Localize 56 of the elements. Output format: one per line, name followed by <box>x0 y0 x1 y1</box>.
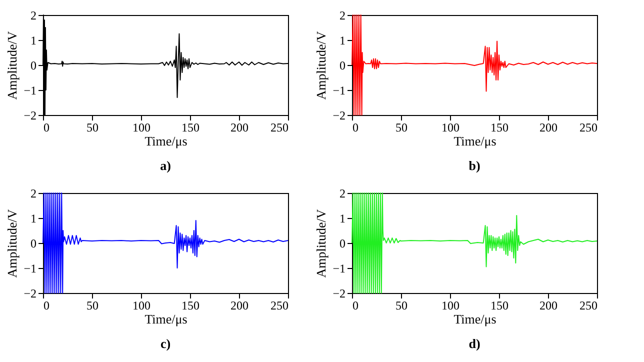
x-tick-label: 200 <box>540 120 558 134</box>
x-tick-label: 50 <box>86 120 98 134</box>
x-tick-label: 150 <box>182 298 200 312</box>
y-tick-label: 0 <box>30 236 36 250</box>
x-tick-label: 0 <box>352 120 358 134</box>
x-tick-label: 250 <box>580 120 598 134</box>
x-axis-title: Time/μs <box>144 312 188 326</box>
x-axis-title: Time/μs <box>454 312 496 326</box>
y-axis-title: Amplitude/V <box>4 30 20 100</box>
x-tick-label: 200 <box>540 298 558 312</box>
x-axis-title: Time/μs <box>144 134 188 148</box>
y-tick-label: −2 <box>24 286 36 300</box>
y-tick-label: 2 <box>30 186 36 200</box>
y-axis-title: Amplitude/V <box>4 208 20 278</box>
y-tick-label: 1 <box>30 212 36 226</box>
text: c) <box>160 336 171 351</box>
y-tick-label: −2 <box>332 108 346 122</box>
y-tick-label: 0 <box>30 58 36 72</box>
x-tick-label: 100 <box>442 120 460 134</box>
x-tick-label: 200 <box>230 298 248 312</box>
y-tick-label: 2 <box>340 8 346 22</box>
y-tick-label: −2 <box>332 286 346 300</box>
y-tick-label: 2 <box>340 186 346 200</box>
text: d) <box>468 336 480 351</box>
y-tick-label: −2 <box>24 108 36 122</box>
y-tick-label: −1 <box>332 262 346 276</box>
x-tick-label: 150 <box>182 120 200 134</box>
x-tick-label: 250 <box>270 120 288 134</box>
y-tick-label: 0 <box>340 236 346 250</box>
y-tick-label: 1 <box>340 212 346 226</box>
y-tick-label: −1 <box>24 262 36 276</box>
x-axis-title: Time/μs <box>454 134 496 148</box>
y-tick-label: 1 <box>30 34 36 48</box>
x-tick-label: 250 <box>270 298 288 312</box>
text: a) <box>160 158 171 173</box>
x-tick-label: 0 <box>352 298 358 312</box>
x-tick-label: 100 <box>132 120 150 134</box>
x-tick-label: 150 <box>490 120 508 134</box>
y-tick-label: −1 <box>24 84 36 98</box>
y-tick-label: 0 <box>340 58 346 72</box>
y-axis-title: Amplitude/V <box>314 30 329 100</box>
x-tick-label: 100 <box>132 298 150 312</box>
text: b) <box>468 158 480 173</box>
x-tick-label: 50 <box>396 120 408 134</box>
x-tick-label: 0 <box>44 298 50 312</box>
y-tick-label: 1 <box>340 34 346 48</box>
y-tick-label: −1 <box>332 84 346 98</box>
y-axis-title: Amplitude/V <box>314 208 329 278</box>
x-tick-label: 150 <box>490 298 508 312</box>
x-tick-label: 100 <box>442 298 460 312</box>
x-tick-label: 50 <box>86 298 98 312</box>
x-tick-label: 200 <box>230 120 248 134</box>
x-tick-label: 50 <box>396 298 408 312</box>
x-tick-label: 0 <box>44 120 50 134</box>
x-tick-label: 250 <box>580 298 598 312</box>
y-tick-label: 2 <box>30 8 36 22</box>
